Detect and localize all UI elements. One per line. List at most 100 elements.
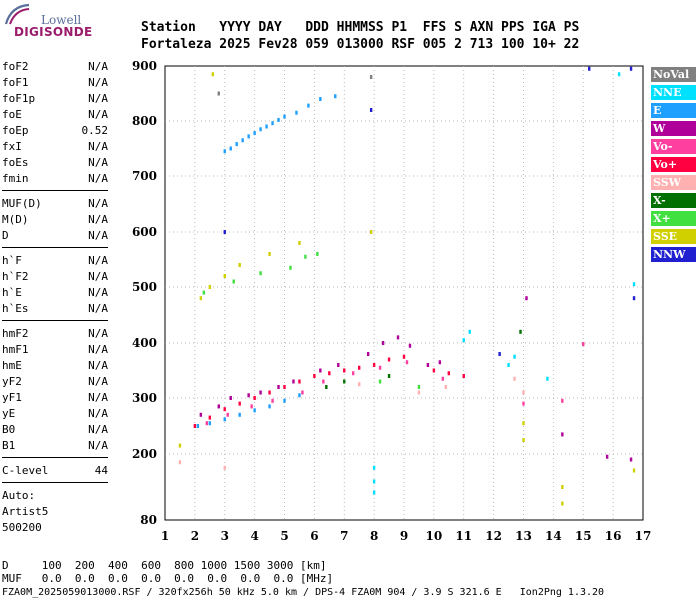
echo-point <box>247 134 250 139</box>
divider <box>2 320 108 321</box>
param-value: N/A <box>88 229 108 242</box>
echo-point <box>277 385 280 389</box>
echo-point <box>337 363 340 367</box>
echo-point <box>372 490 376 495</box>
param-value: N/A <box>88 327 108 340</box>
echo-point <box>250 404 253 409</box>
x-tick-label: 9 <box>400 529 408 543</box>
param-row: M(D) N/A <box>2 212 108 228</box>
echo-point <box>178 460 182 465</box>
param-value: N/A <box>88 254 108 267</box>
param-row: hmE N/A <box>2 358 108 374</box>
echo-point <box>196 424 200 428</box>
param-row: foF1 N/A <box>2 75 108 91</box>
param-value: N/A <box>88 407 108 420</box>
echo-point <box>271 398 274 403</box>
param-row: h`F N/A <box>2 253 108 269</box>
param-name: foF2 <box>2 60 29 73</box>
echo-point <box>223 149 226 154</box>
echo-point <box>441 376 445 381</box>
legend-item: X+ <box>651 211 696 226</box>
x-tick-label: 3 <box>221 529 229 543</box>
param-row: fmin N/A <box>2 171 108 187</box>
param-name: h`E <box>2 286 22 299</box>
echo-point <box>522 421 525 426</box>
echo-point <box>295 110 298 115</box>
echo-point <box>605 454 609 459</box>
param-group-virtual-heights: h`F N/A h`F2 N/A h`E N/A h`Es N/A <box>2 253 108 317</box>
echo-point <box>513 376 516 381</box>
param-row: yF2 N/A <box>2 374 108 390</box>
echo-point <box>402 354 406 359</box>
echo-point <box>438 360 442 365</box>
logo-text-digisonde: DIGISONDE <box>14 25 93 39</box>
legend-item: X- <box>651 193 696 208</box>
echo-point <box>259 127 262 132</box>
echo-point <box>507 363 510 367</box>
echo-point <box>238 263 241 267</box>
x-tick-label: 8 <box>370 529 378 543</box>
x-tick-label: 12 <box>485 529 502 543</box>
x-tick-label: 10 <box>426 529 443 543</box>
x-tick-label: 4 <box>250 529 258 543</box>
legend-item: NNW <box>651 247 696 262</box>
divider <box>2 190 108 191</box>
x-tick-label: 15 <box>575 529 592 543</box>
y-tick-label: 800 <box>132 114 157 128</box>
x-tick-label: 13 <box>515 529 532 543</box>
echo-point <box>632 296 636 301</box>
echo-point <box>343 368 346 373</box>
footer-file-info: FZA0M_2025059013000.RSF / 320fx256h 50 k… <box>2 587 605 598</box>
echo-point <box>632 282 636 287</box>
param-row: foEp 0.52 <box>2 123 108 139</box>
echo-point <box>522 438 525 442</box>
param-value: N/A <box>88 140 108 153</box>
divider <box>2 457 108 458</box>
echo-point <box>193 424 197 428</box>
echo-point <box>334 94 337 99</box>
echo-point <box>268 252 271 256</box>
echo-point <box>316 252 319 256</box>
logo-text-lowell: Lowell <box>41 13 82 27</box>
autoscaler-name: Artist5 <box>2 505 49 518</box>
param-value: N/A <box>88 375 108 388</box>
param-value: N/A <box>88 343 108 356</box>
param-value: N/A <box>88 197 108 210</box>
echo-point <box>259 390 262 395</box>
echo-point <box>588 66 591 71</box>
param-value: N/A <box>88 108 108 121</box>
param-name: D <box>2 229 9 242</box>
echo-point <box>378 379 382 384</box>
param-value: N/A <box>88 76 108 89</box>
param-value: N/A <box>88 92 108 105</box>
param-name: h`F <box>2 254 22 267</box>
param-row: foEs N/A <box>2 155 108 171</box>
divider <box>2 247 108 248</box>
echo-point <box>525 296 528 301</box>
parameter-panel: foF2 N/A foF1 N/A foF1p N/A foE N/A foEp 0.52 fxI N… <box>2 59 108 536</box>
echo-point <box>387 357 391 362</box>
echo-point <box>229 146 232 151</box>
echo-point <box>208 415 212 420</box>
echo-point <box>369 75 373 79</box>
echo-point <box>253 396 256 400</box>
x-tick-label: 2 <box>191 529 199 543</box>
echo-point <box>208 285 212 289</box>
param-value: N/A <box>88 439 108 452</box>
param-row: foE N/A <box>2 107 108 123</box>
echo-point <box>205 421 209 426</box>
echo-point <box>223 230 226 234</box>
echo-point <box>522 401 525 406</box>
echo-point <box>426 363 430 367</box>
echo-point <box>357 382 361 387</box>
echo-point <box>178 443 182 448</box>
echo-point <box>468 329 471 334</box>
param-name: fmin <box>2 172 29 185</box>
param-row: B1 N/A <box>2 438 108 454</box>
echo-point <box>268 390 271 395</box>
echo-point <box>381 341 385 345</box>
header-values: Fortaleza 2025 Fev28 059 013000 RSF 005 … <box>141 37 580 52</box>
param-value: N/A <box>88 213 108 226</box>
echo-point <box>232 279 235 284</box>
